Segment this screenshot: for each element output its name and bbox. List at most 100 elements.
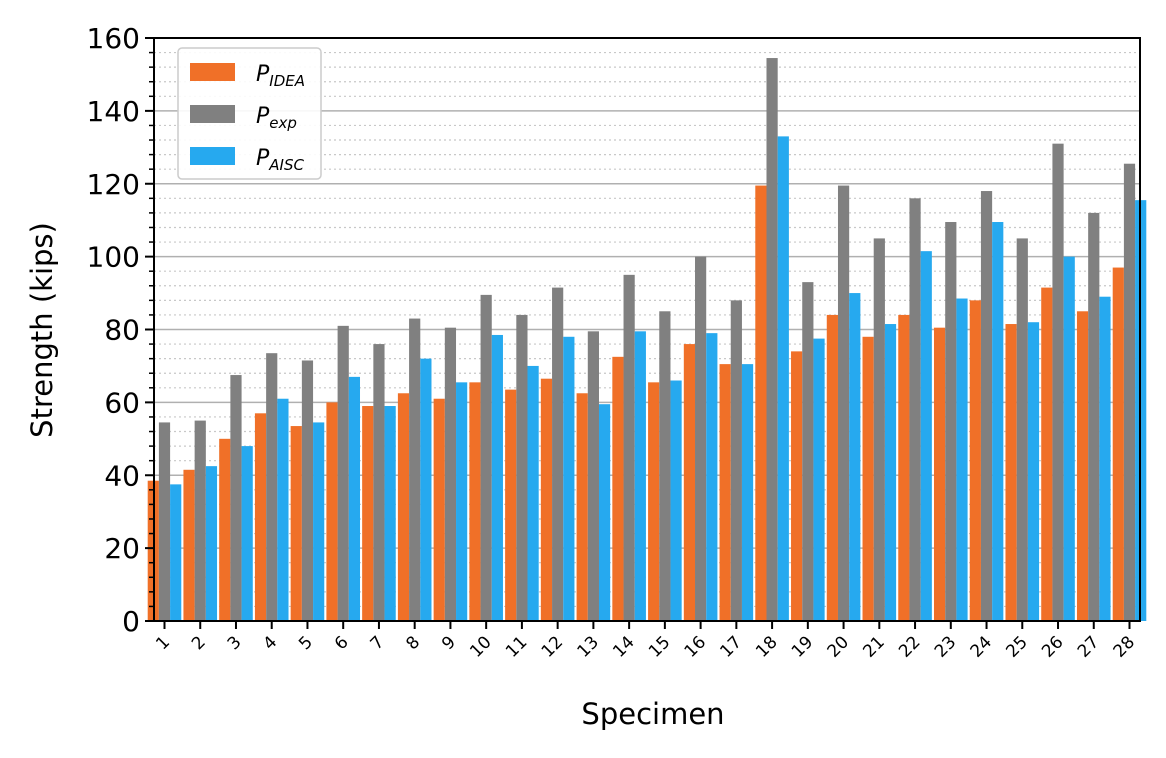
bar-aisc-specimen-10 xyxy=(491,334,503,621)
x-tick-label: 13 xyxy=(573,632,602,661)
bar-aisc-specimen-2 xyxy=(205,466,218,621)
x-tick-label: 5 xyxy=(295,632,317,654)
x-tick-label: 15 xyxy=(645,632,674,661)
x-tick-label: 19 xyxy=(788,632,817,661)
bar-aisc-specimen-20 xyxy=(849,293,861,621)
bar-idea-specimen-28 xyxy=(1112,267,1124,621)
bar-exp-specimen-2 xyxy=(194,420,206,621)
bar-idea-specimen-9 xyxy=(433,398,445,621)
bar-aisc-specimen-1 xyxy=(170,484,182,621)
bar-aisc-specimen-3 xyxy=(241,446,253,621)
bar-exp-specimen-8 xyxy=(409,318,421,621)
x-tick-label: 23 xyxy=(931,632,960,661)
bar-idea-specimen-8 xyxy=(397,393,410,621)
bar-exp-specimen-27 xyxy=(1088,212,1100,621)
bar-aisc-specimen-18 xyxy=(777,136,789,621)
bar-idea-specimen-19 xyxy=(791,351,803,621)
bar-exp-specimen-5 xyxy=(301,360,314,621)
x-tick-label: 17 xyxy=(716,632,745,661)
x-tick-label: 18 xyxy=(752,632,781,661)
bar-aisc-specimen-26 xyxy=(1063,256,1075,621)
x-tick-label: 4 xyxy=(259,632,281,654)
bar-idea-specimen-20 xyxy=(826,314,838,621)
x-tick-label: 20 xyxy=(824,632,853,661)
bar-aisc-specimen-13 xyxy=(598,404,611,621)
y-tick-label: 20 xyxy=(104,532,140,565)
bar-aisc-specimen-19 xyxy=(813,338,825,621)
bar-idea-specimen-16 xyxy=(683,344,696,621)
bar-aisc-specimen-11 xyxy=(527,365,539,621)
bar-aisc-specimen-23 xyxy=(956,298,968,621)
bar-idea-specimen-3 xyxy=(219,438,231,621)
bar-idea-specimen-14 xyxy=(612,356,624,621)
bar-aisc-specimen-16 xyxy=(706,333,718,621)
y-tick-label: 40 xyxy=(104,459,140,492)
x-tick-label: 9 xyxy=(438,632,460,654)
bar-aisc-specimen-22 xyxy=(920,251,932,622)
bar-exp-specimen-16 xyxy=(695,256,707,621)
bar-exp-specimen-20 xyxy=(837,185,850,621)
bar-idea-specimen-7 xyxy=(362,406,374,621)
x-tick-label: 7 xyxy=(367,632,389,654)
bar-exp-specimen-10 xyxy=(480,294,492,621)
bar-idea-specimen-22 xyxy=(898,314,910,621)
bar-idea-specimen-26 xyxy=(1041,287,1053,621)
bar-aisc-specimen-7 xyxy=(384,406,396,621)
bar-idea-specimen-25 xyxy=(1005,324,1017,621)
bar-aisc-specimen-27 xyxy=(1099,296,1111,621)
bar-exp-specimen-1 xyxy=(158,422,171,621)
bar-exp-specimen-13 xyxy=(587,331,599,621)
bar-exp-specimen-21 xyxy=(873,238,885,621)
bar-idea-specimen-10 xyxy=(469,382,481,621)
y-tick-label: 160 xyxy=(87,22,140,55)
bar-idea-specimen-27 xyxy=(1076,311,1089,621)
bar-exp-specimen-4 xyxy=(266,353,278,621)
bar-idea-specimen-2 xyxy=(183,469,195,621)
bar-exp-specimen-22 xyxy=(909,198,921,621)
bar-exp-specimen-3 xyxy=(230,375,242,621)
bar-idea-specimen-11 xyxy=(505,389,517,621)
bar-exp-specimen-23 xyxy=(945,222,957,621)
bar-idea-specimen-21 xyxy=(862,336,874,621)
bar-exp-specimen-24 xyxy=(980,191,993,621)
bar-aisc-specimen-8 xyxy=(420,358,432,621)
bar-exp-specimen-14 xyxy=(623,274,635,621)
x-tick-label: 25 xyxy=(1002,632,1031,661)
bar-idea-specimen-5 xyxy=(290,426,302,621)
x-tick-label: 21 xyxy=(859,632,888,661)
y-tick-label: 120 xyxy=(87,168,140,201)
y-tick-label: 80 xyxy=(104,314,140,347)
x-tick-label: 26 xyxy=(1038,632,1067,661)
x-tick-label: 14 xyxy=(609,632,638,661)
bar-exp-specimen-11 xyxy=(516,314,528,621)
bar-idea-specimen-12 xyxy=(540,378,553,621)
legend-swatch-aisc xyxy=(190,147,235,165)
bar-exp-specimen-28 xyxy=(1123,163,1136,621)
bar-aisc-specimen-14 xyxy=(634,331,646,621)
x-tick-label: 22 xyxy=(895,632,924,661)
y-tick-label: 100 xyxy=(87,241,140,274)
bar-idea-specimen-24 xyxy=(969,300,981,621)
bar-aisc-specimen-21 xyxy=(884,324,897,621)
bar-exp-specimen-17 xyxy=(730,300,742,621)
bar-aisc-specimen-4 xyxy=(277,398,289,621)
legend-swatch-exp xyxy=(190,105,235,123)
x-tick-label: 27 xyxy=(1074,632,1103,661)
x-tick-label: 12 xyxy=(538,632,567,661)
bar-exp-specimen-18 xyxy=(766,58,778,621)
x-axis-title: Specimen xyxy=(581,697,724,731)
x-tick-label: 16 xyxy=(681,632,710,661)
bar-aisc-specimen-6 xyxy=(348,376,361,621)
y-axis-title: Strength (kips) xyxy=(25,222,59,438)
bar-exp-specimen-25 xyxy=(1016,238,1028,621)
bar-aisc-specimen-15 xyxy=(670,380,682,621)
x-tick-label: 2 xyxy=(188,632,210,654)
bar-exp-specimen-7 xyxy=(373,344,385,621)
bar-idea-specimen-17 xyxy=(719,364,731,621)
x-tick-label: 3 xyxy=(224,632,246,654)
bar-exp-specimen-9 xyxy=(444,327,457,621)
x-tick-label: 24 xyxy=(967,632,996,661)
x-tick-label: 28 xyxy=(1110,632,1139,661)
bar-exp-specimen-19 xyxy=(802,282,814,621)
bar-idea-specimen-6 xyxy=(326,402,338,621)
